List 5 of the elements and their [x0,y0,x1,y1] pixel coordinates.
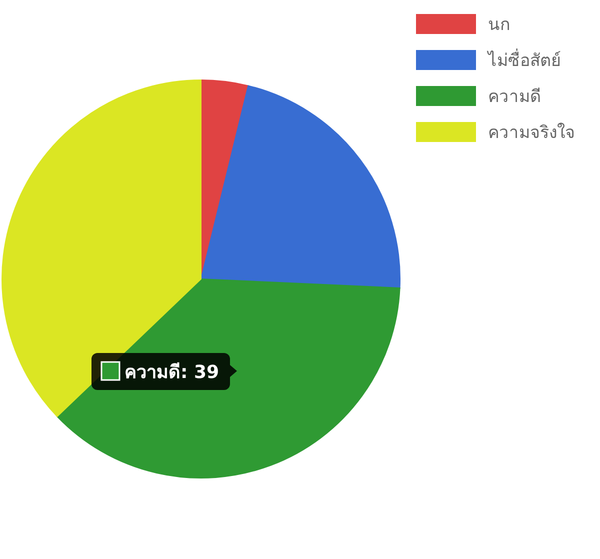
data-label: ความดี: 39 [124,362,219,383]
legend-label: ความจริงใจ [488,122,575,143]
legend-label: ไม่ซื่อสัตย์ [486,48,561,71]
legend-label: ความดี [488,87,541,107]
legend-label: นก [488,15,510,35]
